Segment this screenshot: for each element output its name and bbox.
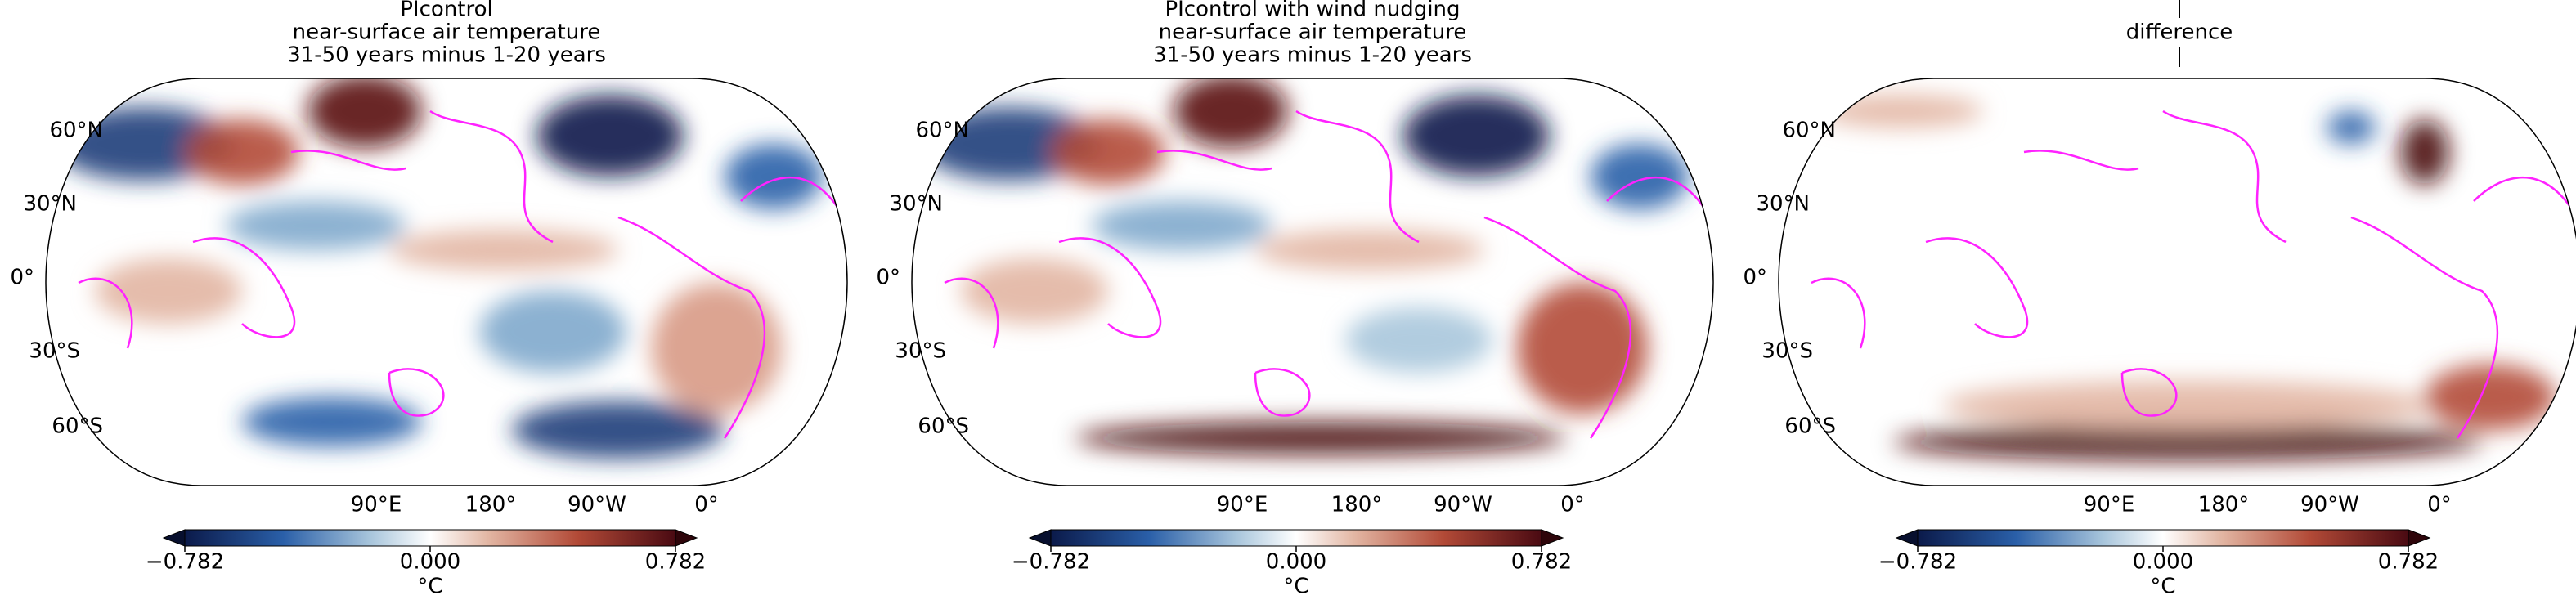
- colorbar-label: °C: [2150, 575, 2175, 599]
- lon-label: 0°: [1560, 493, 1585, 517]
- anomaly-patch: [536, 95, 684, 177]
- panel-title: difference: [2126, 20, 2233, 45]
- temperature-field: [54, 78, 823, 459]
- anomaly-patch: [961, 258, 1108, 324]
- coastline: [944, 110, 1707, 439]
- anomaly-patch: [512, 401, 725, 459]
- map: [46, 78, 847, 486]
- lon-label: 90°W: [1434, 493, 1492, 517]
- colorbar-extend-low: [1895, 529, 1919, 547]
- panel-title: 31-50 years minus 1-20 years: [287, 43, 606, 68]
- anomaly-patch: [307, 78, 422, 148]
- anomaly-patch: [1591, 144, 1689, 209]
- colorbar-tick-label: 0.782: [645, 550, 706, 575]
- lat-label: 60°S: [52, 414, 103, 439]
- panel-title: PIcontrol: [400, 0, 492, 22]
- anomaly-patch: [725, 144, 823, 209]
- colorbar-extend-high: [2408, 529, 2431, 547]
- lat-label: 60°S: [1784, 414, 1836, 439]
- lat-label: 30°N: [1756, 192, 1810, 217]
- map-outline: [1778, 78, 2576, 486]
- lon-label: 0°: [694, 493, 719, 517]
- anomaly-patch: [651, 283, 782, 414]
- panel: PIcontrol with wind nudgingnear-surface …: [876, 0, 1714, 599]
- lat-label: 30°S: [29, 339, 80, 364]
- colorbar-extend-low: [162, 529, 186, 547]
- colorbar-label: °C: [417, 575, 442, 599]
- panel-title: PIcontrol with wind nudging: [1165, 0, 1460, 22]
- colorbar-extend-high: [675, 529, 698, 547]
- lat-label: 30°N: [889, 192, 943, 217]
- map-outline: [911, 78, 1714, 486]
- temperature-field: [920, 78, 1689, 454]
- lat-label: 0°: [876, 266, 900, 290]
- lat-label: 60°S: [918, 414, 969, 439]
- anomaly-patch: [226, 201, 406, 250]
- lon-label: 0°: [2427, 493, 2452, 517]
- colorbar-tick-label: 0.000: [400, 550, 460, 575]
- lat-label: 30°S: [1761, 339, 1813, 364]
- lat-label: 0°: [10, 266, 34, 290]
- lon-label: 90°E: [351, 493, 402, 517]
- lat-label: 30°S: [895, 339, 946, 364]
- lon-label: 180°: [2198, 493, 2250, 517]
- colorbar: [1050, 529, 1542, 547]
- panel-title: 31-50 years minus 1-20 years: [1153, 43, 1472, 68]
- lon-label: 90°E: [2084, 493, 2135, 517]
- colorbar: [1917, 529, 2409, 547]
- lat-label: 60°N: [915, 119, 969, 143]
- lat-label: 30°N: [23, 192, 77, 217]
- lon-label: 180°: [465, 493, 517, 517]
- anomaly-patch: [1893, 424, 2482, 460]
- anomaly-patch: [1092, 201, 1272, 250]
- anomaly-patch: [1174, 78, 1288, 148]
- anomaly-patch: [2425, 365, 2556, 430]
- coastline: [78, 110, 841, 439]
- colorbar-tick-label: −0.782: [1012, 550, 1090, 575]
- colorbar-extend-low: [1028, 529, 1052, 547]
- anomaly-patch: [242, 397, 422, 446]
- anomaly-patch: [1255, 230, 1484, 271]
- colorbar-tick-label: 0.782: [2378, 550, 2439, 575]
- anomaly-patch: [2400, 119, 2449, 185]
- coastline: [1811, 110, 2574, 439]
- lat-label: 0°: [1743, 266, 1767, 290]
- anomaly-patch: [479, 291, 626, 373]
- anomaly-patch: [1345, 307, 1492, 373]
- anomaly-patch: [1942, 381, 2433, 430]
- colorbar-tick-label: 0.000: [2133, 550, 2193, 575]
- colorbar-tick-label: −0.782: [1878, 550, 1957, 575]
- anomaly-patch: [95, 258, 242, 324]
- map-outline: [45, 78, 848, 486]
- panel-title: near-surface air temperature: [293, 20, 601, 45]
- lon-label: 90°W: [568, 493, 626, 517]
- colorbar-tick-label: −0.782: [146, 550, 224, 575]
- map: [912, 78, 1713, 486]
- colorbar-extend-high: [1541, 529, 1564, 547]
- anomaly-patch: [389, 230, 618, 271]
- anomaly-patch: [1517, 283, 1648, 414]
- colorbar-tick-label: 0.782: [1511, 550, 1572, 575]
- lon-label: 180°: [1331, 493, 1383, 517]
- lon-label: 90°E: [1217, 493, 1268, 517]
- anomaly-patch: [1075, 422, 1566, 454]
- colorbar-tick-label: 0.000: [1266, 550, 1326, 575]
- colorbar-label: °C: [1283, 575, 1308, 599]
- anomaly-patch: [1402, 95, 1550, 177]
- colorbar: [184, 529, 676, 547]
- lat-label: 60°N: [1782, 119, 1836, 143]
- lat-label: 60°N: [49, 119, 103, 143]
- map: [1779, 78, 2576, 486]
- anomaly-patch: [185, 119, 299, 185]
- temperature-field: [1820, 95, 2556, 460]
- lon-label: 90°W: [2300, 493, 2359, 517]
- anomaly-patch: [2327, 111, 2376, 144]
- panel: difference 60°N 30°N 0° 30°S 60°S 90°E 180° 90°W…: [1743, 0, 2576, 599]
- panel-title: near-surface air temperature: [1159, 20, 1467, 45]
- anomaly-patch: [1820, 95, 1983, 128]
- anomaly-patch: [1051, 119, 1165, 185]
